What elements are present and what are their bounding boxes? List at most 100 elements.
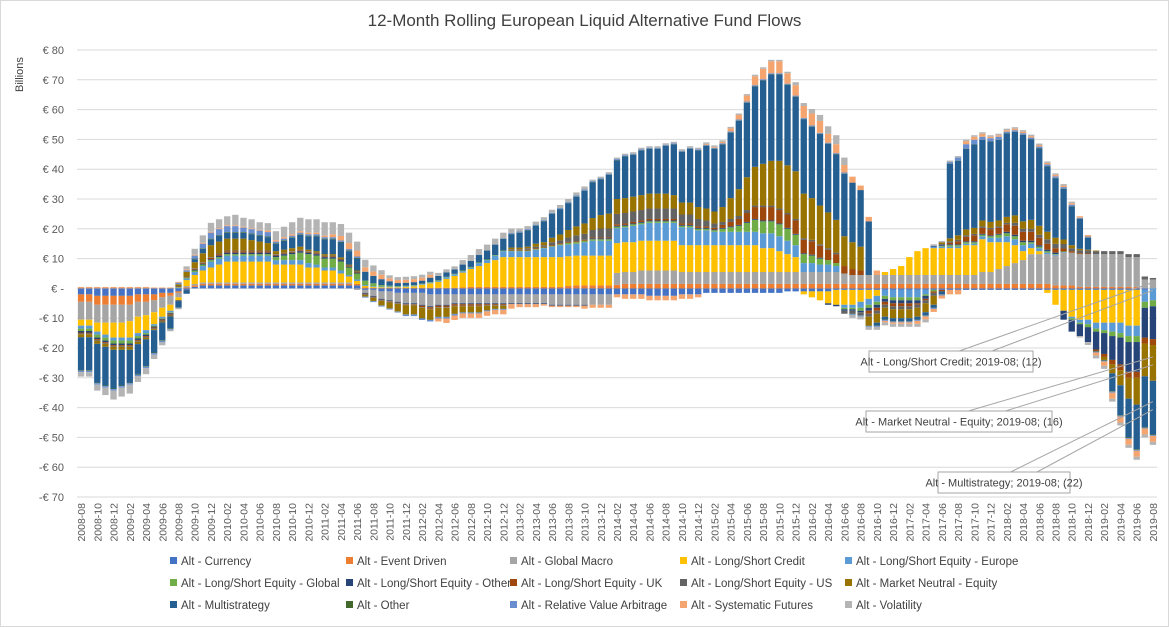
bar-segment [589,181,596,183]
bar-segment [760,233,767,249]
bar-segment [1117,288,1124,290]
legend-swatch [510,557,517,565]
bar-segment [150,328,158,330]
bar-segment [508,304,515,309]
x-tick-label: 2011-02 [320,503,332,541]
bar-segment [654,147,661,149]
bar-segment [987,221,994,228]
bar-segment [727,245,734,273]
bar-segment [654,283,661,289]
bar-segment [889,309,897,319]
bar-segment [954,248,962,275]
bar-segment [191,268,198,270]
bar-segment [1044,164,1051,166]
bar-segment [1076,218,1084,249]
bar-segment [1068,201,1075,204]
bar-segment [768,221,775,234]
bar-segment [232,214,239,226]
bar-segment [248,282,255,284]
bar-segment [751,272,759,284]
bar-segment [337,257,345,259]
bar-segment [272,240,280,242]
bar-segment [1003,288,1010,290]
bar-segment [410,286,418,288]
bar-segment [987,242,994,273]
bar-segment [467,305,474,307]
bar-segment [427,308,434,310]
bar-segment [800,288,807,292]
bar-segment [199,243,207,249]
bar-segment [159,316,166,319]
bar-segment [1125,257,1132,287]
bar-segment [800,254,807,264]
bar-segment [532,246,539,249]
bar-segment [362,293,369,295]
bar-segment [345,251,353,265]
bar-segment [954,289,962,295]
bar-segment [94,382,101,384]
bar-segment [808,291,816,298]
bar-segment [418,287,426,289]
bar-segment [362,292,369,294]
bar-segment [646,283,653,289]
bar-segment [175,286,182,287]
bar-segment [816,120,824,133]
bar-segment [938,241,945,243]
x-tick-label: 2013-02 [515,503,527,542]
bar-segment [695,218,702,227]
bar-segment [1141,428,1148,435]
bar-segment [175,300,182,302]
bar-segment [183,288,190,290]
bar-segment [224,252,231,255]
bar-segment [670,208,678,219]
bar-segment [638,224,645,241]
bar-segment [475,263,483,267]
bar-segment [378,300,385,301]
bar-segment [589,239,596,241]
bar-segment [1101,359,1108,361]
bar-segment [175,287,182,288]
bar-segment [841,304,848,308]
bar-segment [849,176,856,183]
bar-segment [264,223,271,231]
bar-segment [954,235,962,240]
bar-segment [1036,288,1043,290]
y-tick-label: -€ 60 [39,462,64,474]
bar-segment [175,286,182,288]
bar-segment [248,261,255,283]
bar-segment [191,254,198,256]
bar-segment [305,251,312,252]
bar-segment [922,303,929,313]
bar-segment [232,238,239,251]
bar-segment [1052,178,1059,238]
x-tick-label: 2009-10 [190,503,202,542]
bar-segment [451,266,458,270]
legend-label: Alt - Volatility [856,600,922,612]
bar-segment [719,245,726,273]
bar-segment [467,255,474,261]
bar-segment [256,241,263,251]
bar-segment [938,295,945,299]
bar-segment [532,224,539,226]
bar-segment [248,283,255,286]
bar-segment [1117,251,1124,255]
x-tick-label: 2014-06 [645,503,657,542]
bar-segment [686,147,694,149]
bar-segment [938,291,945,295]
bar-segment [370,296,377,298]
bar-segment [954,156,962,158]
bar-segment [906,306,913,310]
bar-segment [224,238,231,251]
bar-segment [483,311,491,316]
bar-segment [86,288,93,295]
bar-segment [532,288,539,295]
bar-segment [849,269,856,275]
bar-segment [751,207,759,219]
legend-item: Alt - Systematic Futures [680,600,813,612]
bar-segment [995,234,1002,238]
bar-segment [1019,221,1027,229]
bar-segment [971,242,978,244]
bar-segment [386,308,393,310]
bar-segment [329,237,336,239]
bar-segment [768,61,775,74]
